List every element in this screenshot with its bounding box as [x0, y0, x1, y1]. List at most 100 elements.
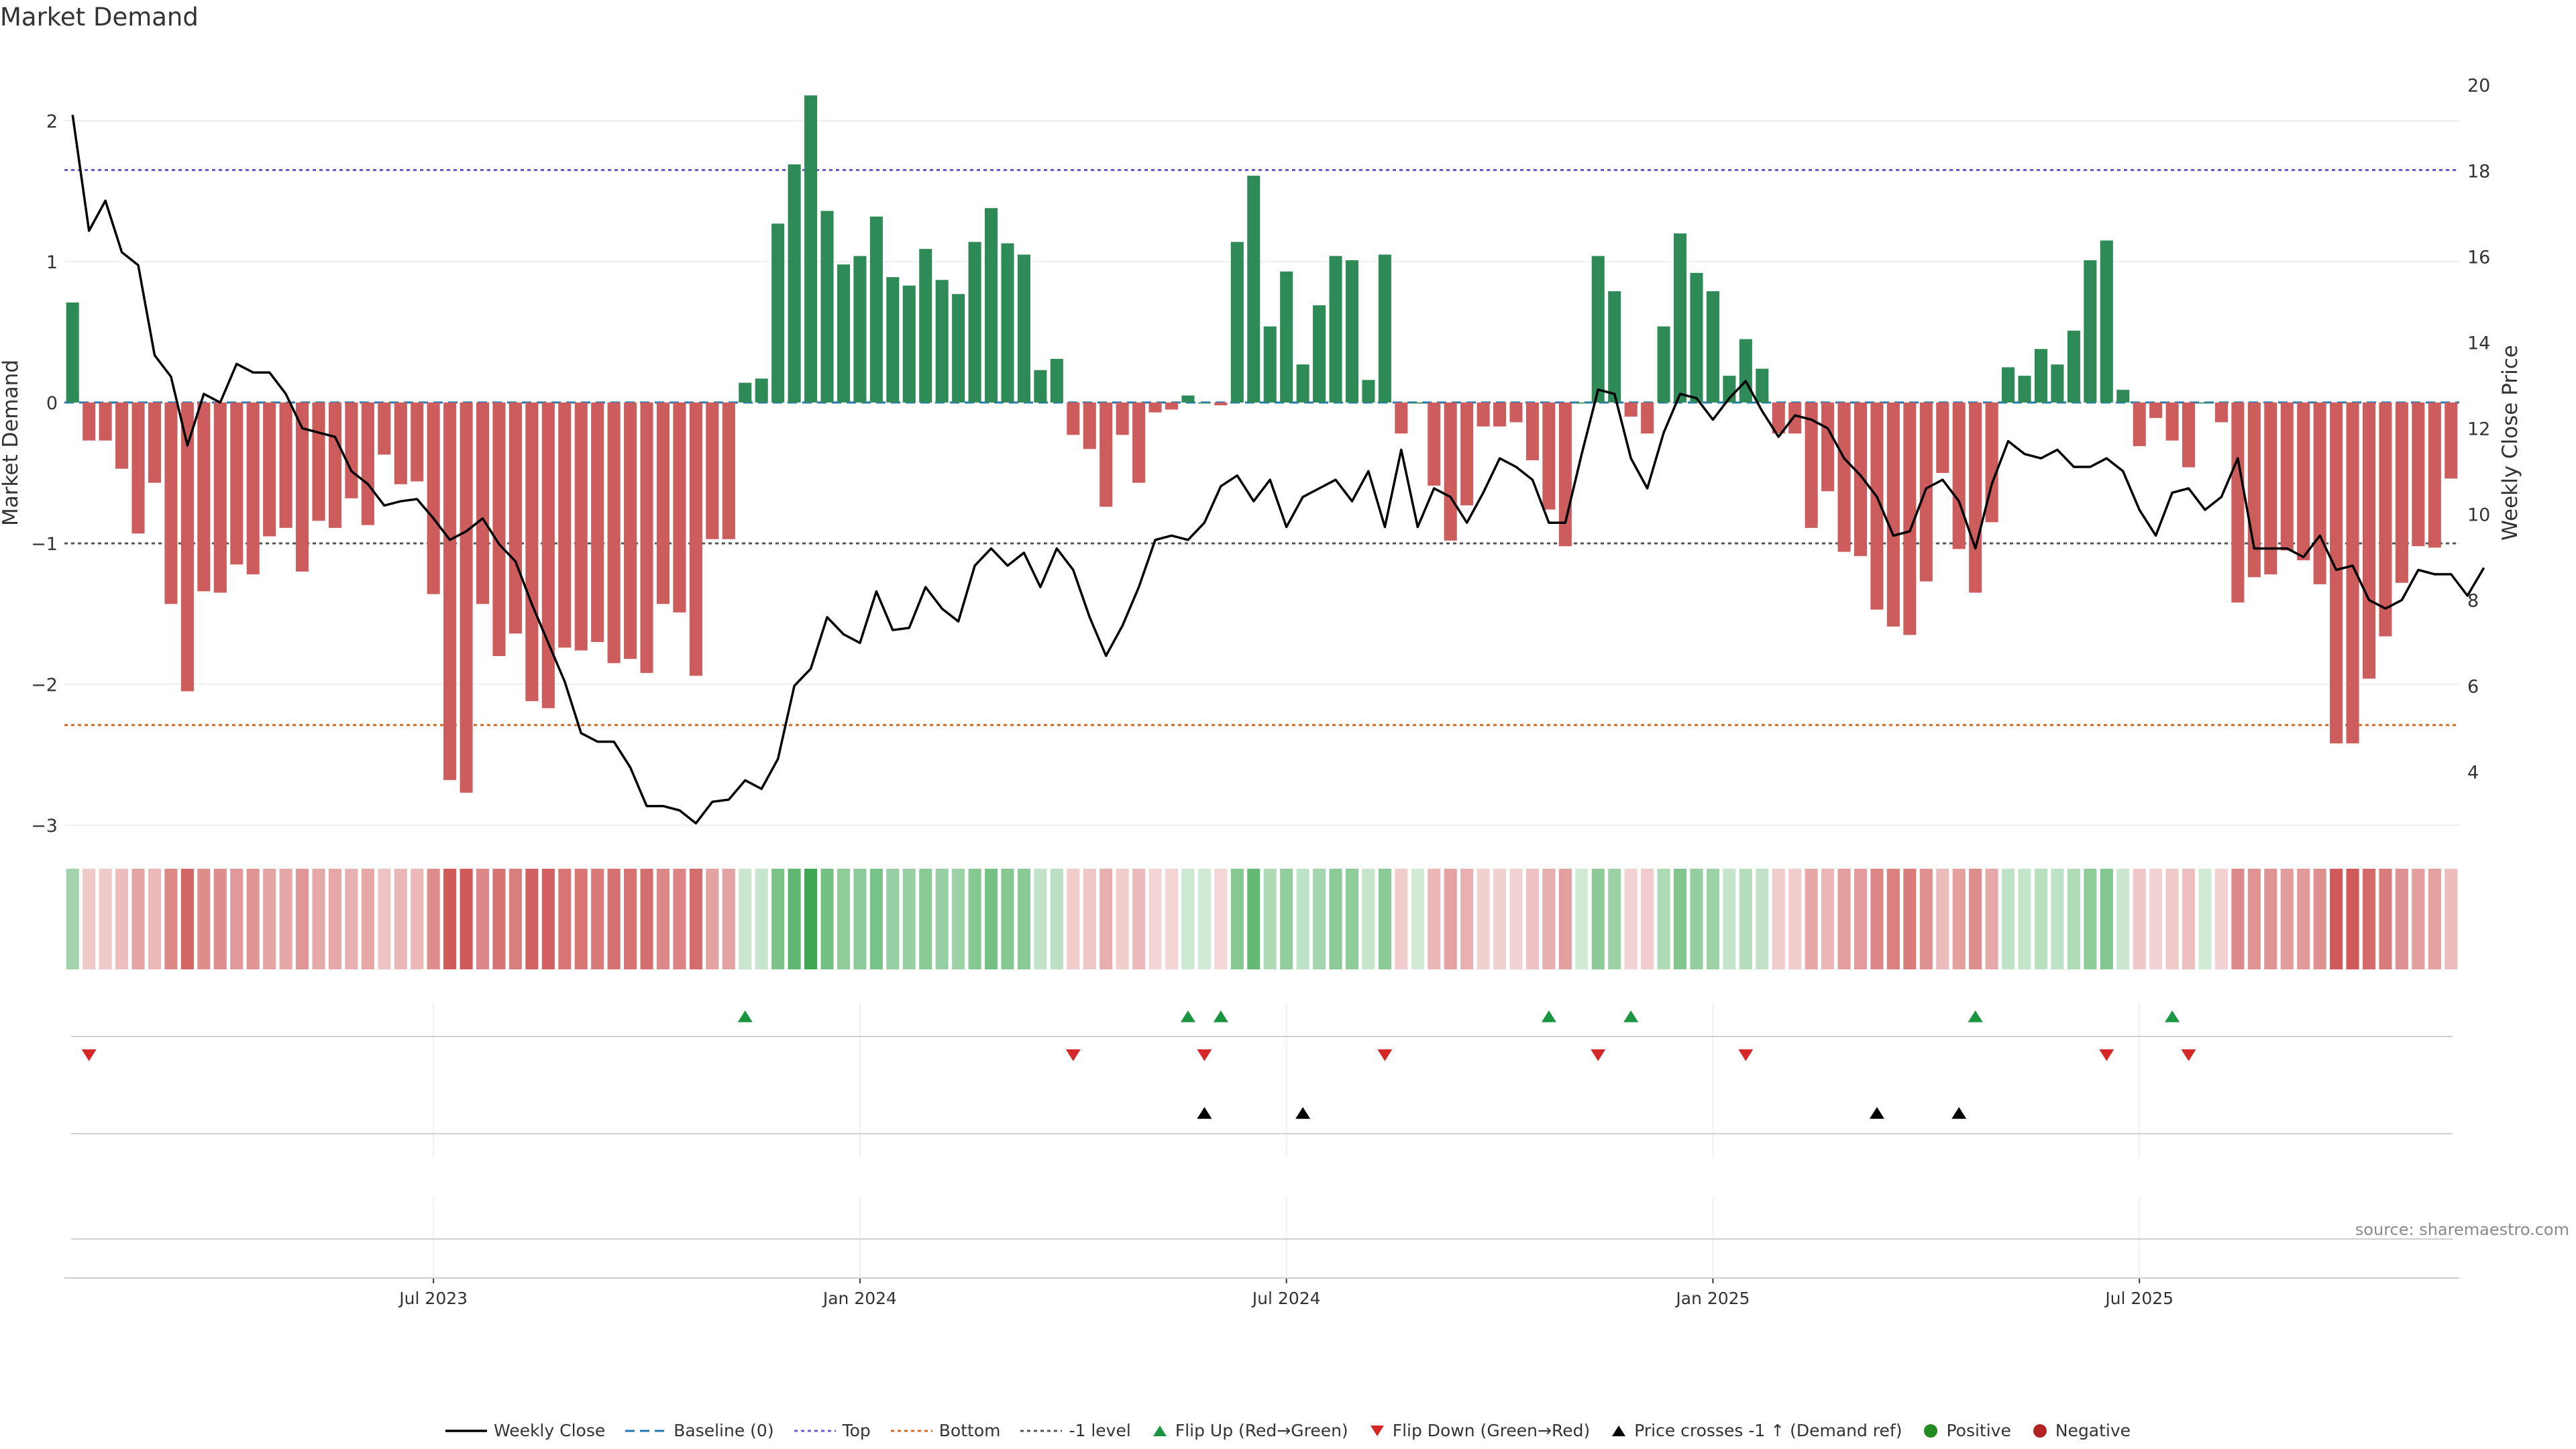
- demand-bar: [2231, 402, 2245, 603]
- demand-bar: [312, 402, 325, 521]
- demand-heat-strip: [66, 869, 2458, 969]
- legend-item: Positive: [1922, 1421, 2011, 1440]
- demand-bar: [1050, 358, 1063, 402]
- demand-bar: [771, 223, 785, 402]
- y2-tick-label: 6: [2467, 676, 2479, 697]
- demand-bar: [2264, 402, 2277, 575]
- demand-bar: [2002, 367, 2015, 402]
- demand-bar: [574, 402, 588, 651]
- heat-cell: [2018, 869, 2031, 969]
- legend-triangle-down: [1370, 1425, 1384, 1436]
- heat-cell: [640, 869, 653, 969]
- demand-bar: [1706, 291, 1719, 402]
- heat-cell: [197, 869, 211, 969]
- demand-bar: [1854, 402, 1868, 556]
- demand-bar: [1756, 368, 1769, 402]
- heat-cell: [1805, 869, 1818, 969]
- demand-bar: [213, 402, 227, 593]
- demand-bar: [2034, 349, 2048, 402]
- demand-bar: [83, 402, 96, 441]
- heat-cell: [2133, 869, 2146, 969]
- heat-cell: [607, 869, 621, 969]
- demand-bar: [1772, 402, 1785, 434]
- demand-bar: [1493, 402, 1507, 427]
- y2-tick-label: 20: [2467, 75, 2490, 96]
- price-cross-marker: [1951, 1107, 1967, 1119]
- heat-cell: [2116, 869, 2130, 969]
- heat-cell: [755, 869, 768, 969]
- demand-bar: [1837, 402, 1851, 552]
- demand-bar: [1460, 402, 1474, 506]
- heat-cell: [2084, 869, 2097, 969]
- heat-cell: [1444, 869, 1457, 969]
- heat-cell: [1116, 869, 1129, 969]
- heat-cell: [1788, 869, 1802, 969]
- heat-cell: [2100, 869, 2113, 969]
- heat-cell: [312, 869, 325, 969]
- legend-item: Bottom: [890, 1421, 1000, 1440]
- demand-bar: [492, 402, 506, 656]
- demand-bar: [296, 402, 309, 572]
- heat-cell: [1001, 869, 1014, 969]
- heat-cell: [2297, 869, 2310, 969]
- demand-bar: [656, 402, 670, 604]
- heat-cell: [1493, 869, 1507, 969]
- legend-dot: [1924, 1424, 1938, 1438]
- flip-down-marker: [81, 1049, 97, 1061]
- demand-bar: [1296, 364, 1309, 402]
- demand-bar: [919, 249, 932, 402]
- flip-up-marker: [1541, 1010, 1556, 1022]
- heat-cell: [2395, 869, 2408, 969]
- heat-cell: [541, 869, 555, 969]
- heat-cell: [689, 869, 702, 969]
- demand-bar: [1870, 402, 1884, 610]
- demand-bar: [2379, 402, 2392, 637]
- heat-cell: [2198, 869, 2212, 969]
- heat-cell: [624, 869, 637, 969]
- legend-swatch: [890, 1430, 932, 1432]
- demand-bar: [1624, 402, 1638, 417]
- demand-bar: [853, 256, 867, 402]
- heat-cell: [1772, 869, 1785, 969]
- heat-cell: [1313, 869, 1326, 969]
- heat-cell: [1230, 869, 1244, 969]
- heat-cell: [1214, 869, 1228, 969]
- heat-cell: [460, 869, 473, 969]
- legend-swatch: [794, 1430, 836, 1432]
- heat-cell: [2412, 869, 2425, 969]
- demand-bar: [1116, 402, 1129, 435]
- y2-tick-label: 18: [2467, 161, 2490, 182]
- demand-bar: [246, 402, 260, 575]
- demand-bar: [66, 302, 79, 402]
- demand-bar: [869, 216, 883, 402]
- heat-cell: [591, 869, 604, 969]
- demand-bar: [131, 402, 145, 534]
- flip-up-marker: [1968, 1010, 1983, 1022]
- demand-bar: [361, 402, 374, 525]
- demand-bar: [1362, 380, 1375, 402]
- y2-tick-label: 10: [2467, 504, 2490, 525]
- heat-cell: [1706, 869, 1719, 969]
- heat-cell: [1296, 869, 1309, 969]
- heat-cell: [1919, 869, 1933, 969]
- heat-cell: [771, 869, 785, 969]
- heat-cell: [2067, 869, 2080, 969]
- heat-cell: [968, 869, 981, 969]
- demand-bar: [722, 402, 735, 539]
- demand-bar: [1805, 402, 1818, 528]
- demand-bar: [2428, 402, 2441, 548]
- heat-cell: [1952, 869, 1966, 969]
- heat-cell: [1969, 869, 1982, 969]
- heat-cell: [427, 869, 440, 969]
- demand-bar: [1345, 260, 1359, 402]
- heat-cell: [2346, 869, 2359, 969]
- demand-bar: [558, 402, 572, 648]
- heat-cell: [263, 869, 276, 969]
- demand-bar: [148, 402, 162, 483]
- heat-cell: [1739, 869, 1752, 969]
- heat-cell: [837, 869, 851, 969]
- heat-cell: [574, 869, 588, 969]
- demand-bar: [394, 402, 407, 484]
- demand-bar: [837, 264, 851, 402]
- demand-bar: [886, 277, 900, 402]
